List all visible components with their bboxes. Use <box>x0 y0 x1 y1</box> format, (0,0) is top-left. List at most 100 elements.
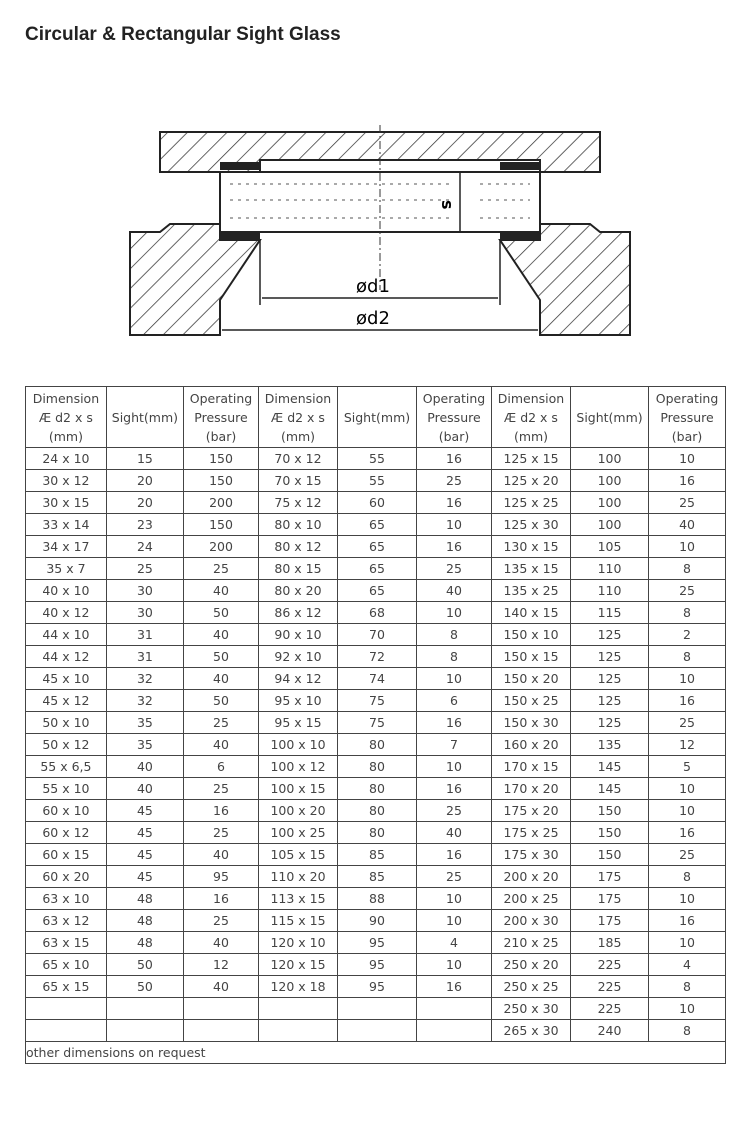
table-cell: 80 x 20 <box>258 579 338 602</box>
table-cell: 225 <box>569 997 650 1020</box>
table-cell: 16 <box>415 711 493 734</box>
table-cell: 125 <box>569 711 650 734</box>
table-cell: 150 <box>182 447 260 470</box>
table-cell: 40 <box>182 667 260 690</box>
table-cell: 16 <box>415 535 493 558</box>
table-cell: 44 x 12 <box>25 645 107 668</box>
table-cell: 25 <box>648 711 726 734</box>
table-cell: 150 <box>569 843 650 866</box>
column-header: Operating Pressure (bar) <box>648 386 726 448</box>
table-cell: 45 <box>105 799 184 822</box>
table-cell: 35 <box>105 733 184 756</box>
table-cell: 80 <box>337 755 417 778</box>
table-cell: 80 x 15 <box>258 557 338 580</box>
header-line: (bar) <box>438 428 470 444</box>
table-cell: 15 <box>105 447 184 470</box>
table-cell: 110 x 20 <box>258 865 338 888</box>
table-row: 63 x 12 48 25 115 x 15 90 10 200 x 30 175 16 <box>25 909 726 932</box>
table-cell <box>105 1019 184 1042</box>
table-row: 30 x 15 20 200 75 x 12 60 16 125 x 25 100 25 <box>25 491 726 514</box>
table-cell: 80 <box>337 799 417 822</box>
table-cell: 32 <box>105 667 184 690</box>
table-row: 65 x 15 50 40 120 x 18 95 16 250 x 25 225 8 <box>25 975 726 998</box>
table-cell: 95 <box>182 865 260 888</box>
table-cell: 200 x 30 <box>491 909 571 932</box>
table-cell: 65 <box>337 557 417 580</box>
table-cell: 5 <box>648 755 726 778</box>
table-cell: 225 <box>569 953 650 976</box>
table-cell: 40 <box>105 777 184 800</box>
label-s: s <box>438 200 457 210</box>
table-cell: 10 <box>415 667 493 690</box>
table-row: 40 x 10 30 40 80 x 20 65 40 135 x 25 110 25 <box>25 579 726 602</box>
table-cell: 100 <box>569 491 650 514</box>
table-cell: 175 x 25 <box>491 821 571 844</box>
table-cell: 125 x 20 <box>491 469 571 492</box>
table-cell: 125 <box>569 623 650 646</box>
header-line: Operating <box>655 390 719 406</box>
table-cell: 65 <box>337 535 417 558</box>
table-cell: 25 <box>648 491 726 514</box>
table-cell: 265 x 30 <box>491 1019 571 1042</box>
table-cell: 170 x 15 <box>491 755 571 778</box>
table-cell: 45 x 12 <box>25 689 107 712</box>
table-cell: 6 <box>182 755 260 778</box>
header-line: Sight(mm) <box>343 409 411 425</box>
table-cell: 40 <box>182 975 260 998</box>
table-row: 63 x 15 48 40 120 x 10 95 4 210 x 25 185 10 <box>25 931 726 954</box>
table-cell: 92 x 10 <box>258 645 338 668</box>
table-cell: 55 <box>337 447 417 470</box>
table-cell: 40 <box>182 733 260 756</box>
table-cell: 80 <box>337 777 417 800</box>
table-row: 250 x 30 225 10 <box>25 997 726 1020</box>
table-cell: 8 <box>648 557 726 580</box>
table-cell <box>25 1019 107 1042</box>
table-cell: 70 x 15 <box>258 469 338 492</box>
table-cell: 10 <box>648 667 726 690</box>
table-cell: 250 x 25 <box>491 975 571 998</box>
table-cell: 200 x 25 <box>491 887 571 910</box>
table-cell: 90 <box>337 909 417 932</box>
table-cell <box>337 1019 417 1042</box>
table-cell: 50 <box>182 645 260 668</box>
table-cell: 110 <box>569 557 650 580</box>
table-cell: 74 <box>337 667 417 690</box>
table-cell: 145 <box>569 755 650 778</box>
table-cell <box>25 997 107 1020</box>
table-cell: 10 <box>648 535 726 558</box>
table-cell: 70 <box>337 623 417 646</box>
table-cell: 8 <box>415 645 493 668</box>
table-cell: 32 <box>105 689 184 712</box>
table-cell: 35 <box>105 711 184 734</box>
table-row: 50 x 10 35 25 95 x 15 75 16 150 x 30 125 25 <box>25 711 726 734</box>
table-cell: 40 <box>415 821 493 844</box>
table-cell: 40 <box>182 931 260 954</box>
table-cell: 25 <box>182 557 260 580</box>
table-cell: 125 x 15 <box>491 447 571 470</box>
table-cell: 175 <box>569 865 650 888</box>
table-cell: 10 <box>415 513 493 536</box>
table-cell: 100 x 20 <box>258 799 338 822</box>
table-cell: 210 x 25 <box>491 931 571 954</box>
table-cell: 24 x 10 <box>25 447 107 470</box>
table-cell: 40 x 10 <box>25 579 107 602</box>
table-cell: 100 <box>569 513 650 536</box>
table-cell: 48 <box>105 887 184 910</box>
table-cell: 150 x 15 <box>491 645 571 668</box>
table-row: 63 x 10 48 16 113 x 15 88 10 200 x 25 175 10 <box>25 887 726 910</box>
table-cell: 95 <box>337 931 417 954</box>
table-cell: 45 <box>105 843 184 866</box>
table-cell: 135 x 15 <box>491 557 571 580</box>
table-cell: 75 <box>337 689 417 712</box>
table-cell: 200 <box>182 535 260 558</box>
column-header: Sight(mm) <box>569 386 650 448</box>
table-cell: 150 x 25 <box>491 689 571 712</box>
table-cell: 20 <box>105 491 184 514</box>
table-cell <box>415 997 493 1020</box>
table-row: 30 x 12 20 150 70 x 15 55 25 125 x 20 100 16 <box>25 469 726 492</box>
table-cell: 8 <box>648 975 726 998</box>
table-cell: 6 <box>415 689 493 712</box>
table-cell: 30 x 12 <box>25 469 107 492</box>
table-cell: 31 <box>105 645 184 668</box>
table-cell: 80 x 10 <box>258 513 338 536</box>
